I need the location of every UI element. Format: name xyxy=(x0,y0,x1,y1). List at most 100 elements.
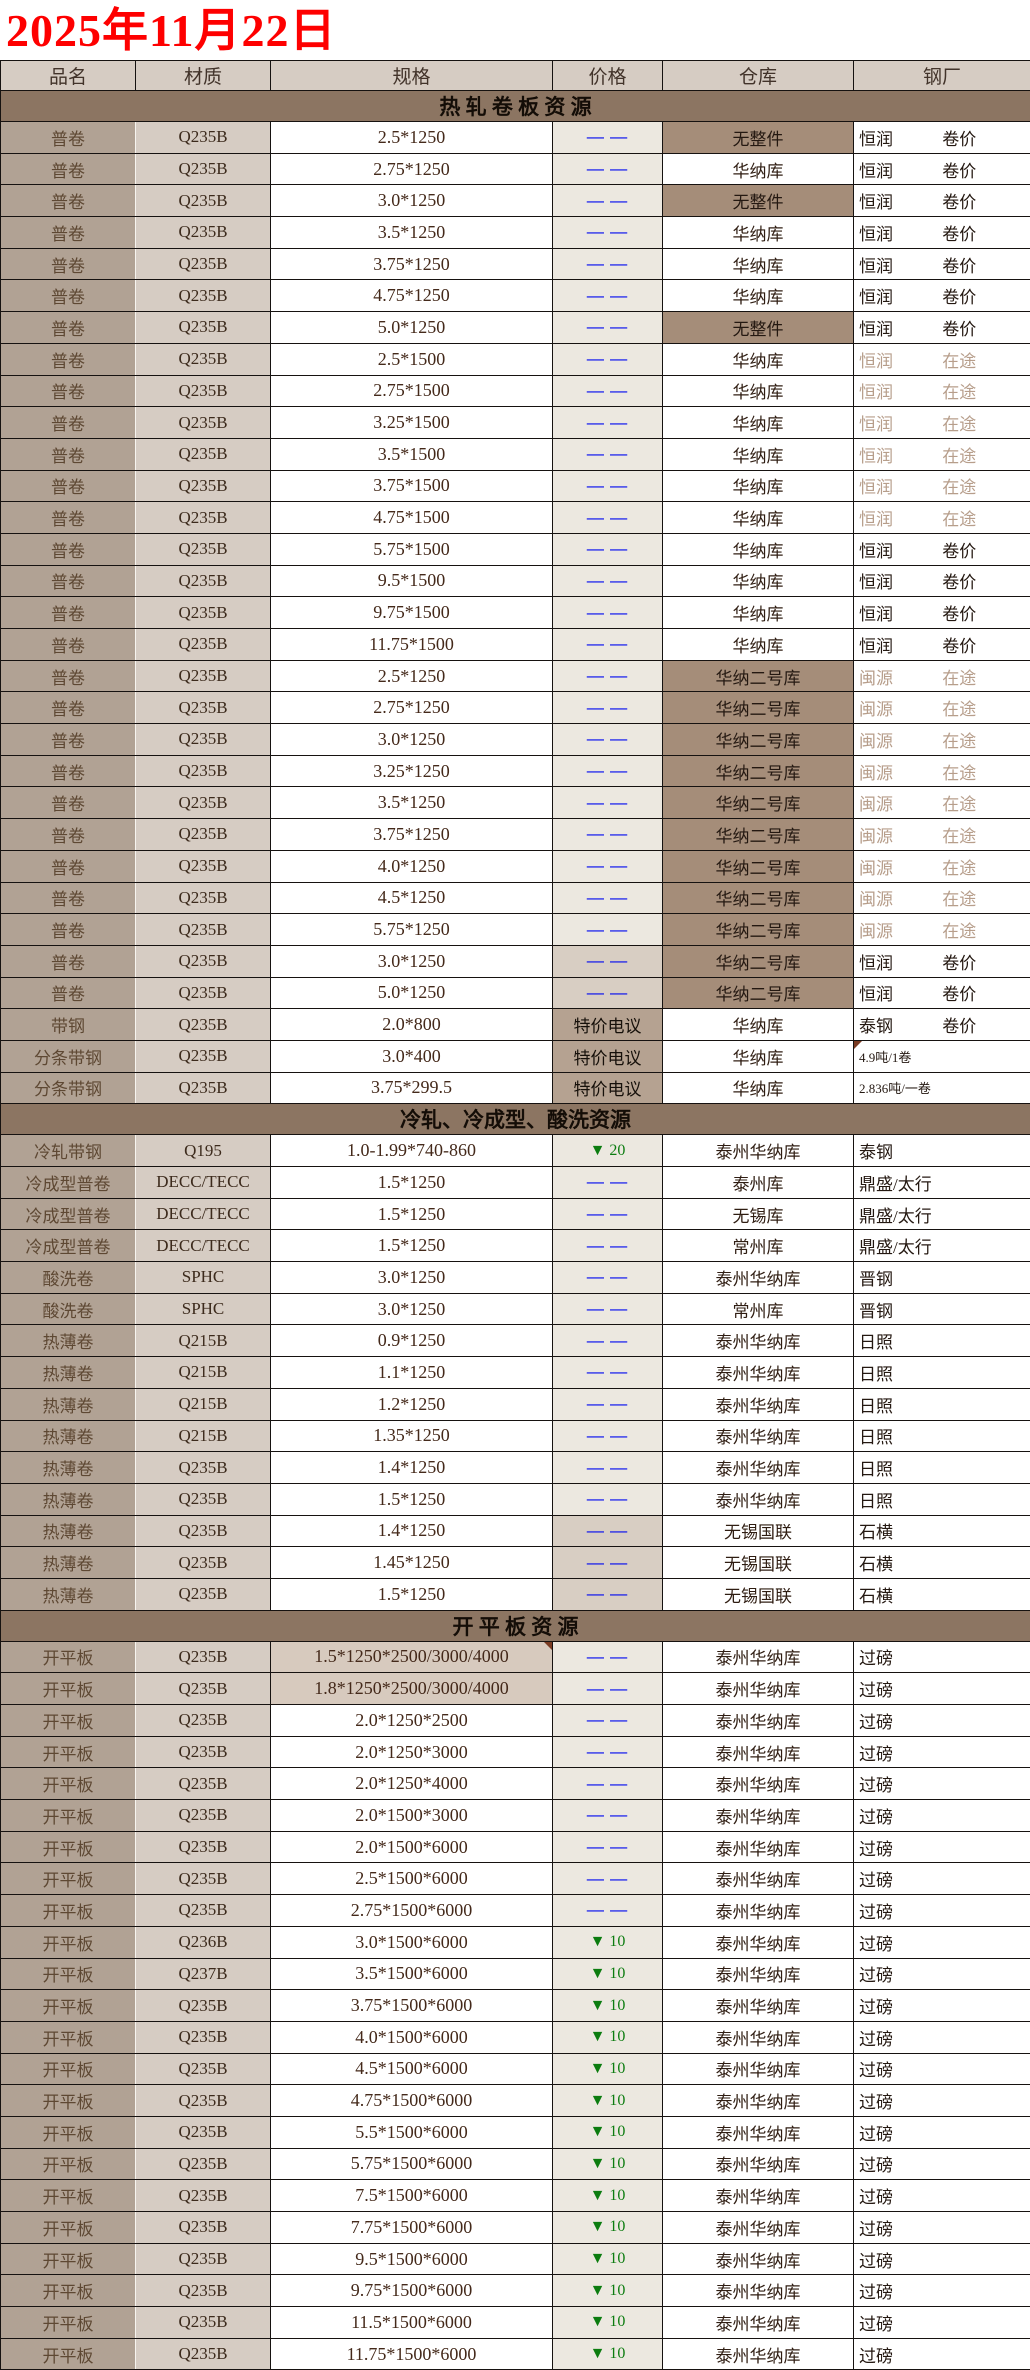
cell-mill[interactable]: 2.836吨/一卷 xyxy=(854,1072,1030,1104)
cell-price[interactable]: ▼ 10 xyxy=(553,2053,663,2085)
cell-spec[interactable]: 3.0*400 xyxy=(271,1040,553,1072)
cell-spec[interactable]: 2.0*1250*2500 xyxy=(271,1705,553,1737)
cell-product-name[interactable]: 普卷 xyxy=(1,945,136,977)
cell-mill[interactable]: 闽源 在途 xyxy=(854,724,1030,756)
cell-mill[interactable]: 过磅 xyxy=(854,1736,1030,1768)
cell-price[interactable]: — — xyxy=(553,502,663,534)
cell-material[interactable]: DECC/TECC xyxy=(136,1167,271,1199)
cell-price[interactable]: — — xyxy=(553,1515,663,1547)
cell-product-name[interactable]: 开平板 xyxy=(1,1990,136,2022)
cell-mill[interactable]: 过磅 xyxy=(854,1705,1030,1737)
cell-price[interactable]: ▼ 10 xyxy=(553,2243,663,2275)
col-header-spec[interactable]: 规格 xyxy=(271,61,553,91)
cell-spec[interactable]: 4.5*1500*6000 xyxy=(271,2053,553,2085)
cell-price[interactable]: — — xyxy=(553,1198,663,1230)
cell-spec[interactable]: 1.4*1250 xyxy=(271,1515,553,1547)
cell-mill[interactable]: 过磅 xyxy=(854,1990,1030,2022)
cell-price[interactable]: — — xyxy=(553,660,663,692)
cell-price[interactable]: — — xyxy=(553,1293,663,1325)
cell-material[interactable]: Q235B xyxy=(136,1831,271,1863)
cell-material[interactable]: Q235B xyxy=(136,502,271,534)
cell-mill[interactable]: 恒润 在途 xyxy=(854,343,1030,375)
cell-mill[interactable]: 恒润 在途 xyxy=(854,375,1030,407)
cell-warehouse[interactable]: 华纳库 xyxy=(663,502,854,534)
cell-product-name[interactable]: 开平板 xyxy=(1,2338,136,2370)
cell-spec[interactable]: 2.5*1500 xyxy=(271,343,553,375)
cell-warehouse[interactable]: 泰州华纳库 xyxy=(663,1926,854,1958)
cell-mill[interactable]: 鼎盛/太行 xyxy=(854,1230,1030,1262)
cell-material[interactable]: Q235B xyxy=(136,724,271,756)
cell-warehouse[interactable]: 泰州华纳库 xyxy=(663,2307,854,2339)
cell-material[interactable]: Q235B xyxy=(136,122,271,154)
cell-mill[interactable]: 过磅 xyxy=(854,1641,1030,1673)
cell-product-name[interactable]: 冷成型普卷 xyxy=(1,1167,136,1199)
cell-product-name[interactable]: 普卷 xyxy=(1,977,136,1009)
cell-mill[interactable]: 过磅 xyxy=(854,1673,1030,1705)
cell-spec[interactable]: 2.0*1250*4000 xyxy=(271,1768,553,1800)
cell-spec[interactable]: 1.5*1250 xyxy=(271,1167,553,1199)
cell-spec[interactable]: 5.75*1250 xyxy=(271,914,553,946)
cell-material[interactable]: Q235B xyxy=(136,1895,271,1927)
cell-mill[interactable]: 过磅 xyxy=(854,1800,1030,1832)
cell-warehouse[interactable]: 华纳库 xyxy=(663,438,854,470)
cell-warehouse[interactable]: 泰州华纳库 xyxy=(663,1673,854,1705)
cell-warehouse[interactable]: 华纳二号库 xyxy=(663,692,854,724)
cell-spec[interactable]: 3.75*1250 xyxy=(271,819,553,851)
cell-material[interactable]: Q235B xyxy=(136,533,271,565)
cell-spec[interactable]: 5.5*1500*6000 xyxy=(271,2116,553,2148)
cell-spec[interactable]: 9.5*1500*6000 xyxy=(271,2243,553,2275)
cell-mill[interactable]: 晋钢 xyxy=(854,1262,1030,1294)
cell-spec[interactable]: 7.75*1500*6000 xyxy=(271,2212,553,2244)
cell-warehouse[interactable]: 泰州华纳库 xyxy=(663,2338,854,2370)
cell-material[interactable]: Q235B xyxy=(136,1863,271,1895)
cell-spec[interactable]: 4.5*1250 xyxy=(271,882,553,914)
cell-spec[interactable]: 3.25*1500 xyxy=(271,407,553,439)
cell-product-name[interactable]: 酸洗卷 xyxy=(1,1262,136,1294)
cell-price[interactable]: — — xyxy=(553,692,663,724)
cell-price[interactable]: ▼ 10 xyxy=(553,2021,663,2053)
cell-spec[interactable]: 1.2*1250 xyxy=(271,1388,553,1420)
cell-product-name[interactable]: 普卷 xyxy=(1,122,136,154)
cell-product-name[interactable]: 开平板 xyxy=(1,1895,136,1927)
cell-mill[interactable]: 恒润 卷价 xyxy=(854,533,1030,565)
cell-product-name[interactable]: 热薄卷 xyxy=(1,1547,136,1579)
cell-spec[interactable]: 7.5*1500*6000 xyxy=(271,2180,553,2212)
cell-spec[interactable]: 3.5*1500 xyxy=(271,438,553,470)
section-title[interactable]: 开 平 板 资 源 xyxy=(1,1610,1030,1641)
cell-material[interactable]: Q235B xyxy=(136,1800,271,1832)
cell-material[interactable]: Q235B xyxy=(136,1452,271,1484)
cell-warehouse[interactable]: 泰州华纳库 xyxy=(663,2180,854,2212)
cell-material[interactable]: Q235B xyxy=(136,343,271,375)
cell-spec[interactable]: 1.4*1250 xyxy=(271,1452,553,1484)
cell-product-name[interactable]: 开平板 xyxy=(1,1641,136,1673)
cell-material[interactable]: Q235B xyxy=(136,819,271,851)
cell-mill[interactable]: 过磅 xyxy=(854,2338,1030,2370)
cell-mill[interactable]: 闽源 在途 xyxy=(854,787,1030,819)
cell-warehouse[interactable]: 泰州华纳库 xyxy=(663,1325,854,1357)
cell-material[interactable]: Q235B xyxy=(136,692,271,724)
cell-product-name[interactable]: 开平板 xyxy=(1,1831,136,1863)
cell-warehouse[interactable]: 无锡国联 xyxy=(663,1578,854,1610)
cell-product-name[interactable]: 开平板 xyxy=(1,1768,136,1800)
cell-product-name[interactable]: 热薄卷 xyxy=(1,1578,136,1610)
cell-mill[interactable]: 鼎盛/太行 xyxy=(854,1167,1030,1199)
cell-material[interactable]: DECC/TECC xyxy=(136,1198,271,1230)
cell-product-name[interactable]: 开平板 xyxy=(1,1705,136,1737)
cell-spec[interactable]: 2.0*1500*3000 xyxy=(271,1800,553,1832)
cell-mill[interactable]: 鼎盛/太行 xyxy=(854,1198,1030,1230)
cell-material[interactable]: Q235B xyxy=(136,1483,271,1515)
cell-price[interactable]: — — xyxy=(553,1800,663,1832)
cell-price[interactable]: — — xyxy=(553,977,663,1009)
cell-warehouse[interactable]: 华纳库 xyxy=(663,533,854,565)
cell-spec[interactable]: 3.5*1250 xyxy=(271,217,553,249)
cell-material[interactable]: Q195 xyxy=(136,1135,271,1167)
cell-warehouse[interactable]: 华纳库 xyxy=(663,248,854,280)
cell-material[interactable]: Q236B xyxy=(136,1926,271,1958)
cell-warehouse[interactable]: 泰州华纳库 xyxy=(663,1768,854,1800)
cell-warehouse[interactable]: 华纳二号库 xyxy=(663,977,854,1009)
cell-price[interactable]: — — xyxy=(553,850,663,882)
cell-warehouse[interactable]: 华纳二号库 xyxy=(663,787,854,819)
cell-price[interactable]: ▼ 10 xyxy=(553,1926,663,1958)
cell-product-name[interactable]: 普卷 xyxy=(1,312,136,344)
cell-warehouse[interactable]: 华纳二号库 xyxy=(663,882,854,914)
